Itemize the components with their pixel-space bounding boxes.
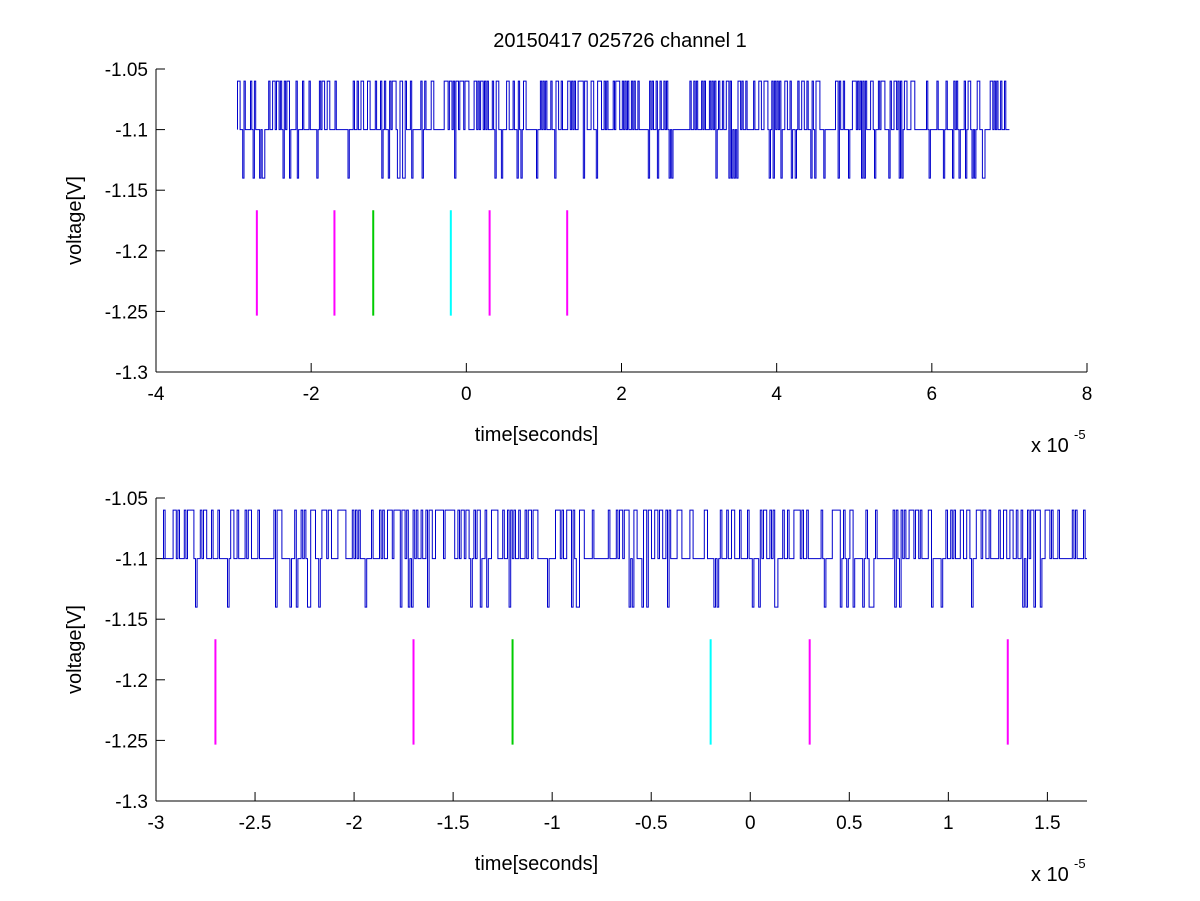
signal-series-line (237, 80, 1010, 179)
x-tick-label: -2.5 (239, 813, 272, 834)
x-tick-label: 0 (461, 384, 472, 405)
y-tick-label: -1.2 (115, 671, 148, 692)
y-tick-label: -1.25 (105, 731, 148, 752)
y-tick-label: -1.05 (105, 489, 148, 510)
bottom-axes: -1.05 -1.1 -1.15 -1.2 -1.25 -1.3-3 -2.5 -2 -1.5 -… (64, 489, 1087, 886)
x-axis-label: time[seconds] (475, 853, 598, 875)
y-axis-label: voltage[V] (64, 605, 86, 694)
y-axis-label: voltage[V] (64, 176, 86, 265)
y-tick-label: -1.1 (115, 121, 148, 142)
x-tick-label: 1 (943, 813, 954, 834)
y-tick-label: -1.05 (105, 60, 148, 81)
x-tick-label: 0.5 (836, 813, 862, 834)
x-tick-label: -2 (303, 384, 320, 405)
x-tick-label: -0.5 (635, 813, 668, 834)
x-multiplier-label: x 10 (1031, 864, 1069, 886)
y-tick-label: -1.3 (115, 792, 148, 813)
top-axes: -1.05 -1.1 -1.15 -1.2 -1.25 -1.3-4 -2 0 2 4 6 8 time… (64, 60, 1092, 457)
x-tick-label: 8 (1082, 384, 1093, 405)
x-tick-label: 4 (771, 384, 782, 405)
x-tick-label: 0 (745, 813, 756, 834)
x-tick-label: -1.5 (437, 813, 470, 834)
x-multiplier-label: x 10 (1031, 435, 1069, 457)
y-tick-label: -1.15 (105, 181, 148, 202)
x-axis-label: time[seconds] (475, 424, 598, 446)
y-tick-label: -1.3 (115, 363, 148, 384)
y-tick-label: -1.25 (105, 302, 148, 323)
signal-series-line (161, 509, 1087, 608)
x-tick-label: -1 (544, 813, 561, 834)
y-tick-label: -1.1 (115, 550, 148, 571)
y-tick-label: -1.2 (115, 242, 148, 263)
x-multiplier-exponent: -5 (1074, 427, 1086, 442)
x-tick-label: 1.5 (1034, 813, 1060, 834)
x-tick-label: 6 (927, 384, 938, 405)
y-tick-label: -1.15 (105, 610, 148, 631)
x-multiplier-exponent: -5 (1074, 856, 1086, 871)
x-tick-label: -2 (346, 813, 363, 834)
x-tick-label: -4 (148, 384, 165, 405)
x-tick-label: 2 (616, 384, 627, 405)
chart-title: 20150417 025726 channel 1 (493, 30, 747, 52)
x-tick-label: -3 (148, 813, 165, 834)
